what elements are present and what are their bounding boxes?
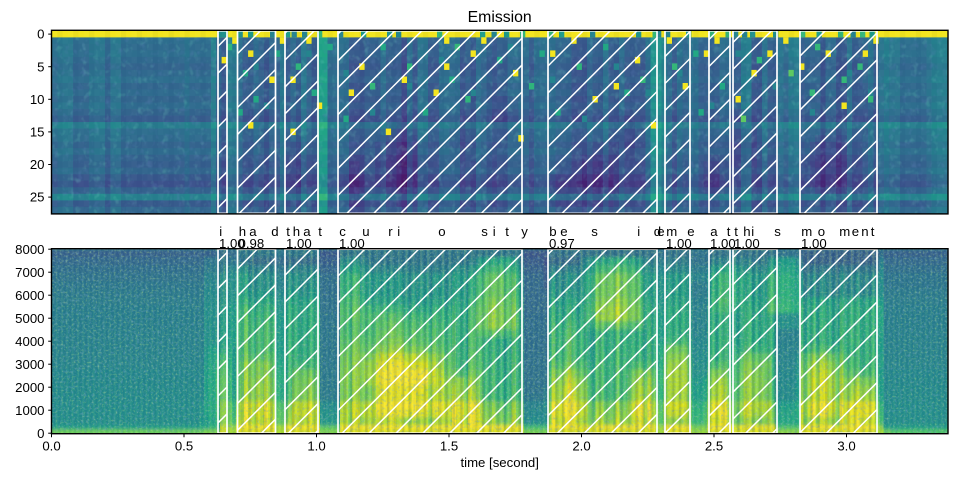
svg-text:2000: 2000 [15,380,44,395]
svg-text:25: 25 [30,190,45,205]
svg-text:0: 0 [37,27,44,42]
svg-text:1.00: 1.00 [666,236,692,251]
svg-text:i: i [751,224,754,239]
svg-text:y: y [521,224,528,239]
svg-text:1.00: 1.00 [734,236,760,251]
svg-text:3000: 3000 [15,357,44,372]
svg-text:t: t [734,224,738,239]
svg-text:1.00: 1.00 [339,236,365,251]
svg-text:0: 0 [37,426,44,441]
svg-text:5000: 5000 [15,311,44,326]
svg-text:a: a [303,224,311,239]
svg-text:0.5: 0.5 [175,439,193,454]
svg-text:8000: 8000 [15,242,44,257]
svg-text:t: t [727,224,731,239]
svg-text:20: 20 [30,157,45,172]
svg-text:3.0: 3.0 [837,439,855,454]
svg-text:2.0: 2.0 [572,439,590,454]
svg-text:d: d [654,224,661,239]
svg-text:m: m [801,224,812,239]
svg-text:1.5: 1.5 [440,439,458,454]
svg-text:a: a [710,224,718,239]
svg-text:b: b [549,224,556,239]
svg-text:o: o [438,224,445,239]
svg-text:t: t [505,224,509,239]
svg-text:e: e [687,224,694,239]
svg-text:i: i [493,224,496,239]
svg-text:t: t [871,224,875,239]
svg-text:0.97: 0.97 [549,236,575,251]
svg-text:10: 10 [30,92,45,107]
svg-text:e: e [852,224,859,239]
svg-text:h: h [743,224,750,239]
svg-text:6000: 6000 [15,288,44,303]
svg-text:Emission: Emission [468,9,532,26]
svg-text:e: e [657,224,664,239]
svg-text:1.00: 1.00 [801,236,827,251]
svg-text:n: n [861,224,868,239]
svg-text:h: h [239,224,246,239]
svg-text:m: m [839,224,850,239]
svg-text:m: m [666,224,677,239]
svg-text:t: t [286,224,290,239]
svg-text:2.5: 2.5 [705,439,723,454]
svg-text:5: 5 [37,59,44,74]
svg-text:s: s [481,224,488,239]
svg-text:o: o [818,224,825,239]
svg-text:7000: 7000 [15,265,44,280]
svg-text:h: h [293,224,300,239]
svg-text:r: r [388,224,393,239]
svg-text:15: 15 [30,125,45,140]
svg-text:i: i [219,224,222,239]
svg-text:i: i [637,224,640,239]
svg-text:1.00: 1.00 [710,236,736,251]
svg-text:d: d [271,224,278,239]
svg-text:t: t [318,224,322,239]
svg-text:time [second]: time [second] [460,455,538,470]
svg-text:u: u [362,224,369,239]
svg-text:e: e [560,224,567,239]
svg-text:s: s [774,224,781,239]
svg-text:i: i [397,224,400,239]
svg-text:1.00: 1.00 [286,236,312,251]
svg-text:c: c [339,224,346,239]
svg-text:1.00: 1.00 [219,236,245,251]
svg-text:1.0: 1.0 [307,439,325,454]
svg-text:1000: 1000 [15,403,44,418]
svg-text:s: s [591,224,598,239]
svg-text:0.98: 0.98 [239,236,265,251]
svg-text:4000: 4000 [15,334,44,349]
svg-text:a: a [249,224,257,239]
svg-text:0.0: 0.0 [42,439,60,454]
